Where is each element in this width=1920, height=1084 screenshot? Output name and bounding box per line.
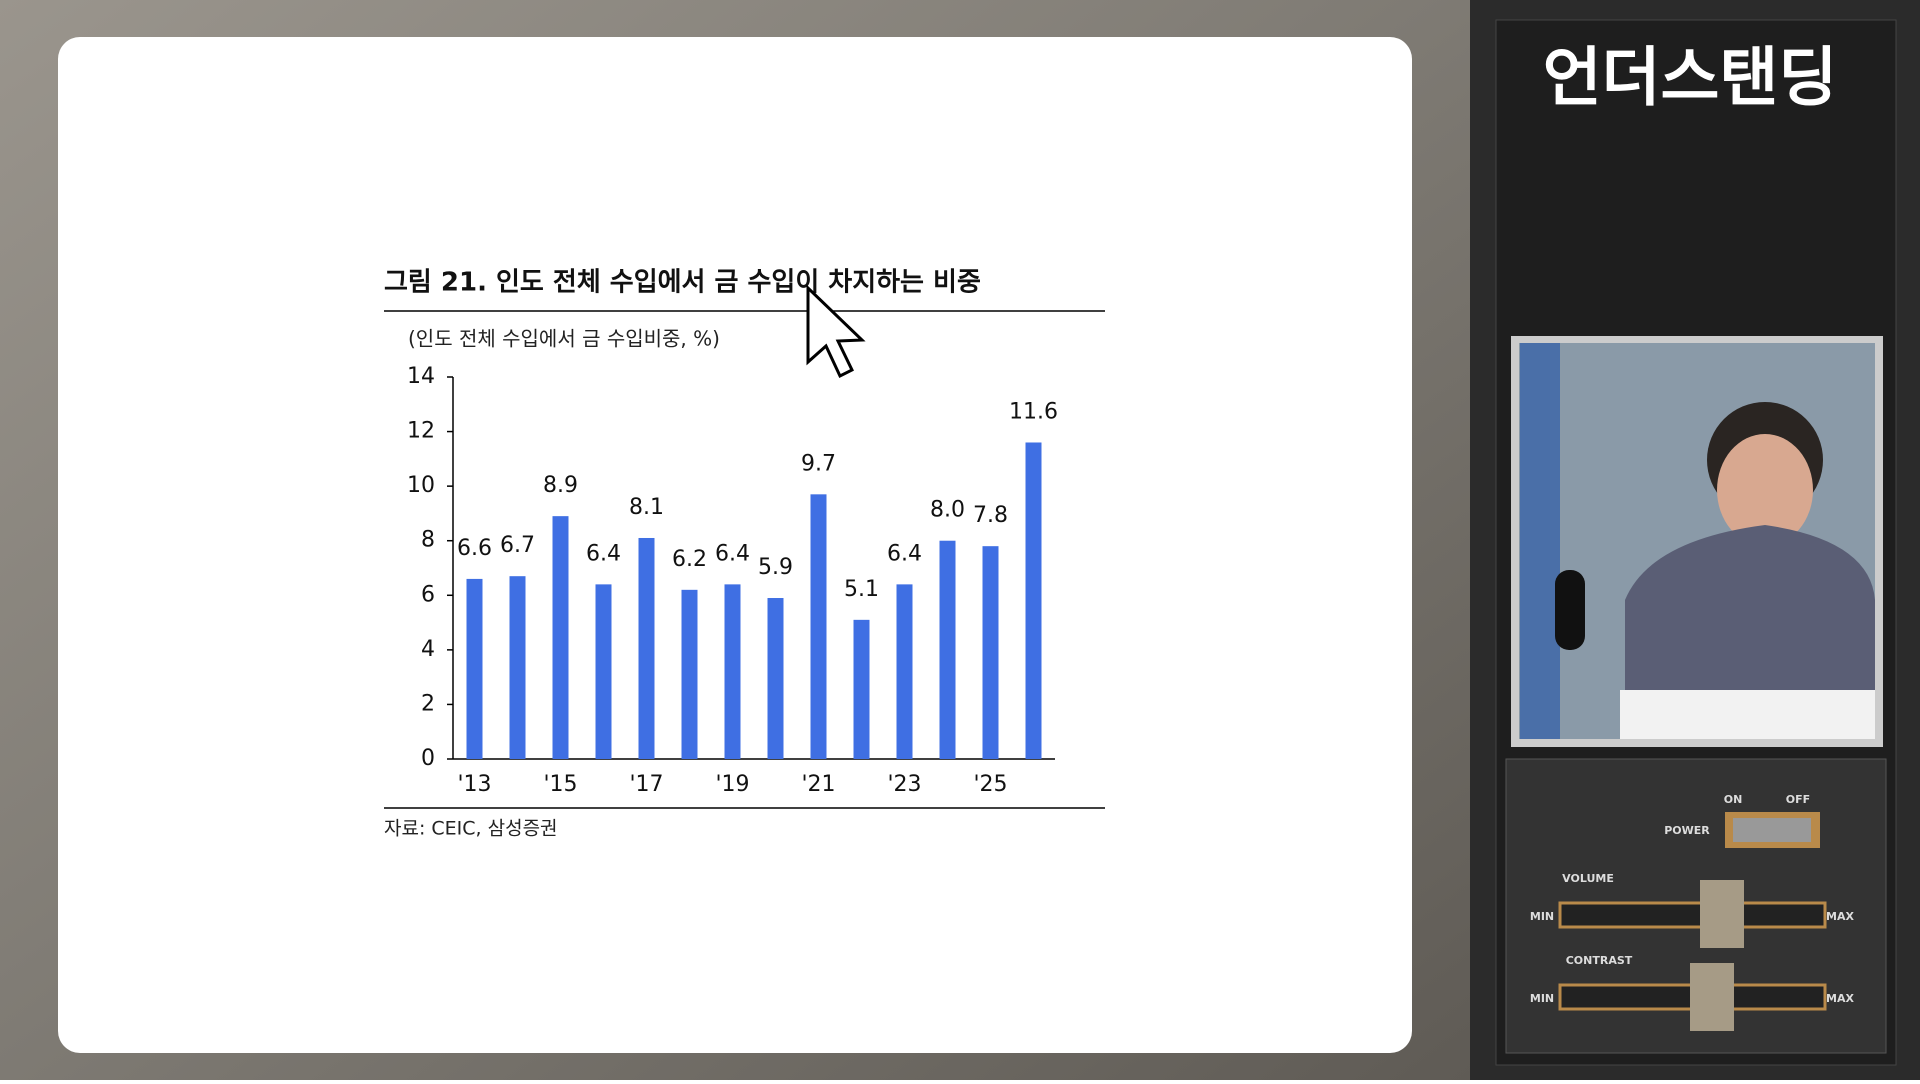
- y-tick-label: 8: [421, 528, 435, 553]
- bar: [724, 584, 741, 759]
- min-label: MIN: [1530, 910, 1554, 923]
- value-label: 5.9: [758, 555, 793, 580]
- value-label: 6.4: [586, 541, 621, 566]
- value-label: 7.8: [973, 503, 1008, 528]
- chart-title: 그림 21. 인도 전체 수입에서 금 수입이 차지하는 비중: [384, 268, 981, 298]
- brand: 언더스탠딩: [1543, 42, 1837, 116]
- value-label: 6.2: [672, 547, 707, 572]
- contrast-label: CONTRAST: [1566, 954, 1633, 967]
- person-body: [1625, 525, 1875, 739]
- bar: [681, 589, 698, 759]
- chart-subtitle: (인도 전체 수입에서 금 수입비중, %): [408, 327, 720, 351]
- slide: [58, 37, 1412, 1053]
- cursor: [806, 284, 866, 379]
- volume-slider: [1558, 901, 1827, 929]
- power-label: POWER: [1664, 824, 1710, 837]
- person-face: [1717, 434, 1813, 546]
- value-label: 6.4: [715, 541, 750, 566]
- x-tick-label: '25: [973, 772, 1007, 797]
- value-label: 5.1: [844, 577, 879, 602]
- y-tick-label: 14: [407, 364, 435, 389]
- y-tick-label: 4: [421, 637, 435, 662]
- bar: [595, 584, 612, 759]
- bar: [939, 540, 956, 759]
- video-bg: [1520, 343, 1560, 739]
- y-tick-label: 0: [421, 746, 435, 771]
- x-tick-label: '21: [801, 772, 835, 797]
- x-tick-label: '17: [629, 772, 663, 797]
- value-label: 6.6: [457, 536, 492, 561]
- y-tick-label: 10: [407, 473, 435, 498]
- x-tick-label: '13: [457, 772, 491, 797]
- microphone: [1555, 570, 1585, 650]
- off-label: OFF: [1786, 793, 1810, 806]
- source: 자료: CEIC, 삼성증권: [384, 818, 558, 840]
- x-tick-label: '15: [543, 772, 577, 797]
- x-tick-label: '23: [887, 772, 921, 797]
- bar: [638, 537, 655, 759]
- bar: [466, 578, 483, 759]
- bar: [552, 516, 569, 759]
- bar: [1025, 442, 1042, 759]
- value-label: 8.9: [543, 473, 578, 498]
- on-label: ON: [1724, 793, 1743, 806]
- bar: [767, 598, 784, 759]
- volume-label: VOLUME: [1562, 872, 1614, 885]
- desk: [1620, 690, 1875, 739]
- value-label: 9.7: [801, 451, 836, 476]
- volume-knob: [1700, 880, 1744, 948]
- value-label: 6.7: [500, 533, 535, 558]
- y-tick-label: 2: [421, 691, 435, 716]
- bar: [810, 494, 827, 759]
- contrast-knob: [1690, 963, 1734, 1031]
- x-tick-label: '19: [715, 772, 749, 797]
- bar: [982, 546, 999, 759]
- bar: [509, 576, 526, 759]
- bar: [896, 584, 913, 759]
- value-label: 11.6: [1009, 399, 1058, 424]
- plot: 0 2 4 6 8 10 12 14 '13 6.6 6.7 '15 8.9 6.4 '17 8.1 6.2 '1…: [407, 364, 1058, 797]
- power-knob: [1733, 818, 1811, 842]
- value-label: 8.0: [930, 498, 965, 523]
- bar: [853, 619, 870, 759]
- max-label: MAX: [1826, 910, 1854, 923]
- y-tick-label: 12: [407, 419, 435, 444]
- value-label: 6.4: [887, 541, 922, 566]
- y-tick-label: 6: [421, 582, 435, 607]
- min-label: MIN: [1530, 992, 1554, 1005]
- max-label: MAX: [1826, 992, 1854, 1005]
- value-label: 8.1: [629, 495, 664, 520]
